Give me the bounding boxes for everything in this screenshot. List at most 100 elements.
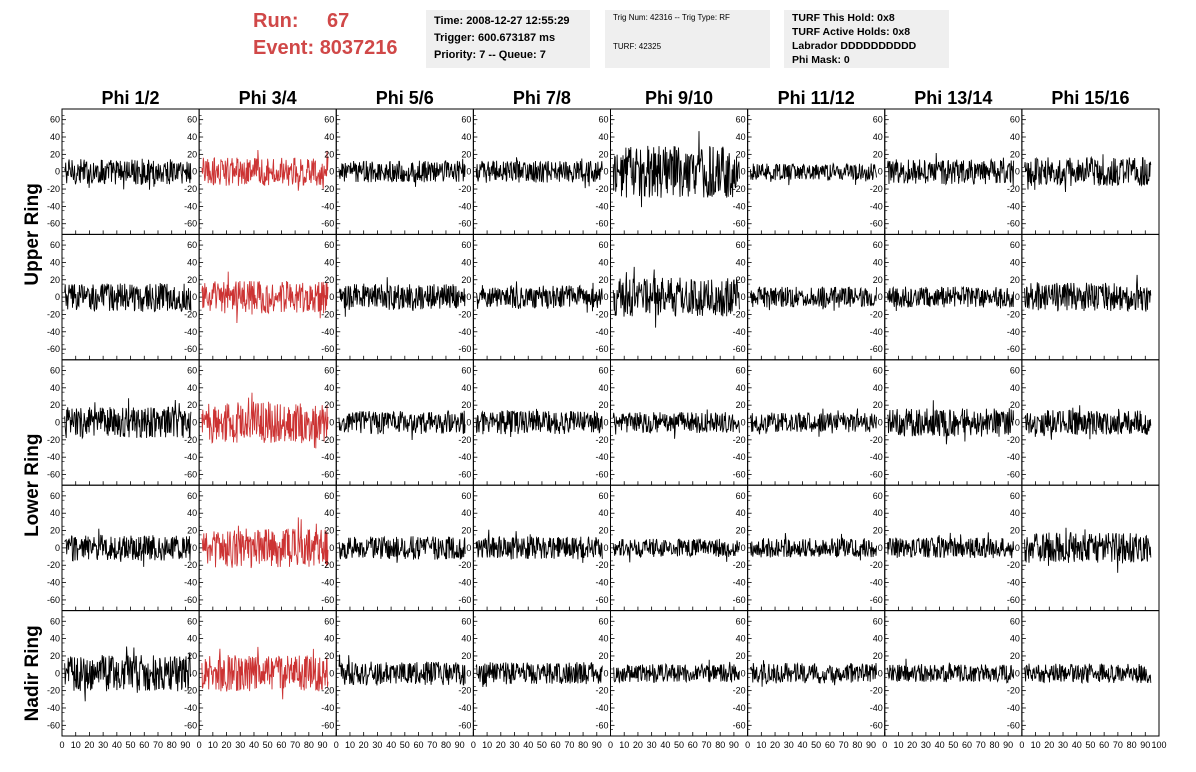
y-tick-label: -40 — [321, 578, 334, 588]
y-tick-label: -60 — [47, 344, 60, 354]
y-tick-label: 60 — [187, 491, 197, 501]
y-tick-label: -40 — [870, 201, 883, 211]
y-tick-label: 20 — [50, 651, 60, 661]
y-tick-label: 0 — [1015, 668, 1020, 678]
y-tick-label: 0 — [603, 292, 608, 302]
y-tick-label: 20 — [873, 651, 883, 661]
x-tick-label: 20 — [770, 740, 780, 750]
y-tick-label: 0 — [192, 167, 197, 177]
waveform-trace-r2-c6 — [749, 286, 877, 311]
y-tick-label: -20 — [184, 184, 197, 194]
y-tick-label: 40 — [1010, 508, 1020, 518]
x-tick-label: 40 — [797, 740, 807, 750]
turf-hold-info-box: TURF This Hold: 0x8 TURF Active Holds: 0… — [784, 10, 949, 68]
x-tick-label: 50 — [126, 740, 136, 750]
waveform-trace-r2-c1 — [64, 282, 192, 313]
x-tick-label: 80 — [1127, 740, 1137, 750]
x-tick-label: 20 — [359, 740, 369, 750]
x-tick-label: 30 — [510, 740, 520, 750]
y-tick-label: 0 — [329, 543, 334, 553]
y-tick-label: 0 — [329, 418, 334, 428]
y-tick-label: -60 — [47, 720, 60, 730]
y-tick-label: -60 — [184, 470, 197, 480]
y-tick-label: -20 — [321, 435, 334, 445]
y-tick-label: -20 — [595, 435, 608, 445]
y-tick-label: 20 — [187, 149, 197, 159]
y-tick-label: -40 — [458, 452, 471, 462]
x-tick-label: 20 — [84, 740, 94, 750]
y-tick-label: -20 — [1007, 184, 1020, 194]
y-tick-label: 40 — [736, 132, 746, 142]
y-tick-label: -40 — [184, 578, 197, 588]
y-tick-label: -40 — [595, 703, 608, 713]
x-tick-label: 20 — [1044, 740, 1054, 750]
y-tick-label: -60 — [870, 470, 883, 480]
y-tick-label: -20 — [1007, 309, 1020, 319]
y-tick-label: -40 — [870, 452, 883, 462]
x-tick-label: 60 — [414, 740, 424, 750]
time-text: Time: 2008-12-27 12:55:29 — [434, 15, 570, 27]
y-tick-label: -60 — [733, 470, 746, 480]
x-tick-label: 50 — [537, 740, 547, 750]
ring-label-2: Lower Ring — [22, 433, 43, 536]
x-tick-label: 80 — [852, 740, 862, 750]
y-tick-label: -20 — [870, 184, 883, 194]
y-tick-label: 60 — [598, 616, 608, 626]
y-tick-label: 0 — [603, 668, 608, 678]
turf-active-holds-text: TURF Active Holds: 0x8 — [792, 26, 911, 38]
x-tick-label: 40 — [249, 740, 259, 750]
x-tick-label: 10 — [756, 740, 766, 750]
y-tick-label: 60 — [324, 240, 334, 250]
y-tick-label: 20 — [598, 526, 608, 536]
y-tick-label: -40 — [870, 327, 883, 337]
y-tick-label: 40 — [187, 508, 197, 518]
y-tick-label: 20 — [736, 275, 746, 285]
y-tick-label: -60 — [1007, 219, 1020, 229]
y-tick-label: 40 — [736, 508, 746, 518]
y-tick-label: 40 — [598, 508, 608, 518]
y-tick-label: 20 — [598, 275, 608, 285]
x-tick-label: 60 — [1099, 740, 1109, 750]
y-tick-label: -40 — [733, 327, 746, 337]
x-tick-label: 30 — [372, 740, 382, 750]
y-tick-label: -60 — [733, 219, 746, 229]
y-tick-label: 60 — [873, 240, 883, 250]
y-tick-label: 60 — [873, 616, 883, 626]
y-tick-label: -40 — [733, 703, 746, 713]
y-tick-label: -60 — [1007, 344, 1020, 354]
y-tick-label: -20 — [321, 184, 334, 194]
y-tick-label: 40 — [50, 257, 60, 267]
y-tick-label: -20 — [595, 686, 608, 696]
y-tick-label: 40 — [873, 132, 883, 142]
y-tick-label: 20 — [736, 526, 746, 536]
y-tick-label: 20 — [461, 526, 471, 536]
y-tick-label: 20 — [873, 400, 883, 410]
y-tick-label: 40 — [736, 634, 746, 644]
ring-label-1: Upper Ring — [22, 183, 43, 285]
y-tick-label: -20 — [184, 686, 197, 696]
x-tick-label: 0 — [197, 740, 202, 750]
run-label: Run: — [253, 10, 299, 32]
y-tick-label: 40 — [50, 508, 60, 518]
y-tick-label: -60 — [184, 344, 197, 354]
x-tick-label: 50 — [400, 740, 410, 750]
x-tick-label: 40 — [386, 740, 396, 750]
y-tick-label: 40 — [736, 383, 746, 393]
y-tick-label: -20 — [870, 435, 883, 445]
y-tick-label: -40 — [47, 578, 60, 588]
y-tick-label: 60 — [873, 365, 883, 375]
x-tick-label: 40 — [935, 740, 945, 750]
y-tick-label: 0 — [878, 418, 883, 428]
y-tick-label: -20 — [47, 560, 60, 570]
y-tick-label: -20 — [733, 560, 746, 570]
y-tick-label: 40 — [1010, 257, 1020, 267]
trig-num-info-box: Trig Num: 42316 -- Trig Type: RF TURF: 4… — [605, 10, 770, 68]
x-tick-label: 50 — [263, 740, 273, 750]
x-tick-label: 90 — [455, 740, 465, 750]
panel-frame-r3-c1 — [61, 359, 200, 486]
x-tick-label: 10 — [482, 740, 492, 750]
y-tick-label: 40 — [1010, 132, 1020, 142]
y-tick-label: -60 — [321, 219, 334, 229]
y-tick-label: -20 — [321, 309, 334, 319]
x-tick-label: 0 — [334, 740, 339, 750]
